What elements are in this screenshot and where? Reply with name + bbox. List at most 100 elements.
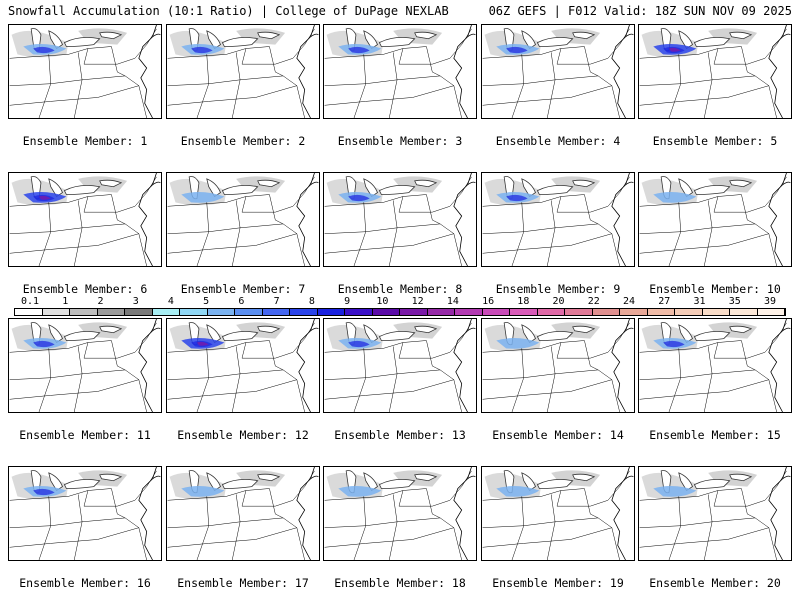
ensemble-member-label: Ensemble Member: 13 <box>334 428 466 442</box>
ensemble-member-panel: Ensemble Member: 9 <box>481 172 635 296</box>
colorbar-tick-label: 1 <box>62 296 69 307</box>
colorbar-swatch <box>537 309 565 315</box>
snowfall-map <box>481 24 635 119</box>
ensemble-member-panel: Ensemble Member: 10 <box>638 172 792 296</box>
header-title: Snowfall Accumulation (10:1 Ratio) | Col… <box>8 4 449 18</box>
ensemble-member-panel: Ensemble Member: 8 <box>323 172 477 296</box>
ensemble-member-panel: Ensemble Member: 2 <box>166 24 320 148</box>
ensemble-member-panel: Ensemble Member: 19 <box>481 466 635 590</box>
colorbar-swatch <box>345 309 373 315</box>
colorbar-swatch <box>180 309 208 315</box>
ensemble-member-label: Ensemble Member: 1 <box>22 134 148 148</box>
ensemble-member-panel: Ensemble Member: 1 <box>8 24 162 148</box>
ensemble-member-label: Ensemble Member: 20 <box>649 576 781 590</box>
colorbar-tick-label: 27 <box>658 296 671 307</box>
snowfall-map <box>166 466 320 561</box>
ensemble-member-panel: Ensemble Member: 11 <box>8 318 162 442</box>
ensemble-member-label: Ensemble Member: 8 <box>337 282 463 296</box>
colorbar-swatch <box>702 309 730 315</box>
colorbar-tick-label: 22 <box>587 296 600 307</box>
snowfall-colorbar: 0.1 1 2 3 4 5 6 7 8 9 10 12 14 16 18 20 22 24 27 31 35 39 <box>14 296 786 320</box>
ensemble-member-panel: Ensemble Member: 20 <box>638 466 792 590</box>
colorbar-swatch <box>400 309 428 315</box>
colorbar-swatch <box>427 309 455 315</box>
header-valid-time: 06Z GEFS | F012 Valid: 18Z SUN NOV 09 20… <box>488 4 792 18</box>
snowfall-map <box>8 172 162 267</box>
ensemble-member-label: Ensemble Member: 6 <box>22 282 148 296</box>
colorbar-swatch <box>565 309 593 315</box>
snowfall-map <box>481 318 635 413</box>
colorbar-swatch <box>455 309 483 315</box>
colorbar-swatch <box>42 309 70 315</box>
ensemble-member-panel: Ensemble Member: 14 <box>481 318 635 442</box>
colorbar-tick-label: 10 <box>376 296 389 307</box>
ensemble-member-label: Ensemble Member: 9 <box>495 282 621 296</box>
colorbar-swatch <box>15 309 43 315</box>
snowfall-map <box>166 318 320 413</box>
colorbar-swatch <box>262 309 290 315</box>
ensemble-member-panel: Ensemble Member: 16 <box>8 466 162 590</box>
colorbar-swatch <box>592 309 620 315</box>
colorbar-swatch <box>290 309 318 315</box>
colorbar-tick-label: 8 <box>308 296 315 307</box>
ensemble-member-label: Ensemble Member: 4 <box>495 134 621 148</box>
colorbar-tick-label: 6 <box>238 296 245 307</box>
ensemble-member-panel: Ensemble Member: 4 <box>481 24 635 148</box>
colorbar-tick-label: 7 <box>273 296 280 307</box>
ensemble-member-panel: Ensemble Member: 5 <box>638 24 792 148</box>
ensemble-member-label: Ensemble Member: 11 <box>19 428 151 442</box>
colorbar-tick-label: 12 <box>411 296 424 307</box>
colorbar-tick-label: 4 <box>167 296 174 307</box>
colorbar-swatch <box>125 309 153 315</box>
colorbar-tick-label: 5 <box>203 296 210 307</box>
ensemble-member-panel: Ensemble Member: 3 <box>323 24 477 148</box>
ensemble-member-label: Ensemble Member: 18 <box>334 576 466 590</box>
ensemble-member-label: Ensemble Member: 2 <box>180 134 306 148</box>
colorbar-swatch <box>235 309 263 315</box>
ensemble-member-panel: Ensemble Member: 17 <box>166 466 320 590</box>
snowfall-map <box>638 172 792 267</box>
colorbar-swatch <box>97 309 125 315</box>
colorbar-labels: 0.1 1 2 3 4 5 6 7 8 9 10 12 14 16 18 20 22 24 27 31 35 39 <box>14 296 786 307</box>
colorbar-tick-label: 39 <box>763 296 777 307</box>
ensemble-member-panel: Ensemble Member: 15 <box>638 318 792 442</box>
ensemble-member-label: Ensemble Member: 16 <box>19 576 151 590</box>
snowfall-map <box>323 318 477 413</box>
ensemble-member-label: Ensemble Member: 7 <box>180 282 306 296</box>
ensemble-member-label: Ensemble Member: 10 <box>649 282 781 296</box>
colorbar-swatch <box>647 309 675 315</box>
ensemble-member-label: Ensemble Member: 14 <box>492 428 624 442</box>
snowfall-map <box>481 466 635 561</box>
colorbar-tick-label: 16 <box>482 296 495 307</box>
snowfall-map <box>8 24 162 119</box>
colorbar-tick-label: 20 <box>552 296 565 307</box>
ensemble-member-label: Ensemble Member: 5 <box>652 134 778 148</box>
ensemble-member-label: Ensemble Member: 3 <box>337 134 463 148</box>
snowfall-map <box>638 466 792 561</box>
colorbar-tick-label: 24 <box>623 296 636 307</box>
colorbar-swatch <box>152 309 180 315</box>
colorbar-tick-label: 31 <box>693 296 706 307</box>
ensemble-member-panel: Ensemble Member: 7 <box>166 172 320 296</box>
colorbar-swatch <box>510 309 538 315</box>
colorbar-swatch <box>675 309 703 315</box>
colorbar-swatch <box>757 309 785 315</box>
colorbar-tick-label: 14 <box>446 296 459 307</box>
snowfall-map <box>323 172 477 267</box>
colorbar-tick-label: 2 <box>97 296 104 307</box>
ensemble-member-panel: Ensemble Member: 12 <box>166 318 320 442</box>
snowfall-map <box>481 172 635 267</box>
colorbar-swatch <box>620 309 648 315</box>
colorbar-swatch <box>317 309 345 315</box>
colorbar-tick-label: 3 <box>132 296 139 307</box>
colorbar-swatch <box>207 309 235 315</box>
snowfall-map <box>8 318 162 413</box>
colorbar-swatch <box>70 309 98 315</box>
snowfall-map <box>166 24 320 119</box>
colorbar-swatch <box>730 309 758 315</box>
colorbar-swatch <box>482 309 510 315</box>
snowfall-map <box>638 318 792 413</box>
ensemble-member-panel: Ensemble Member: 18 <box>323 466 477 590</box>
colorbar-tick-label: 35 <box>728 296 741 307</box>
colorbar-tick-label: 9 <box>344 296 351 307</box>
